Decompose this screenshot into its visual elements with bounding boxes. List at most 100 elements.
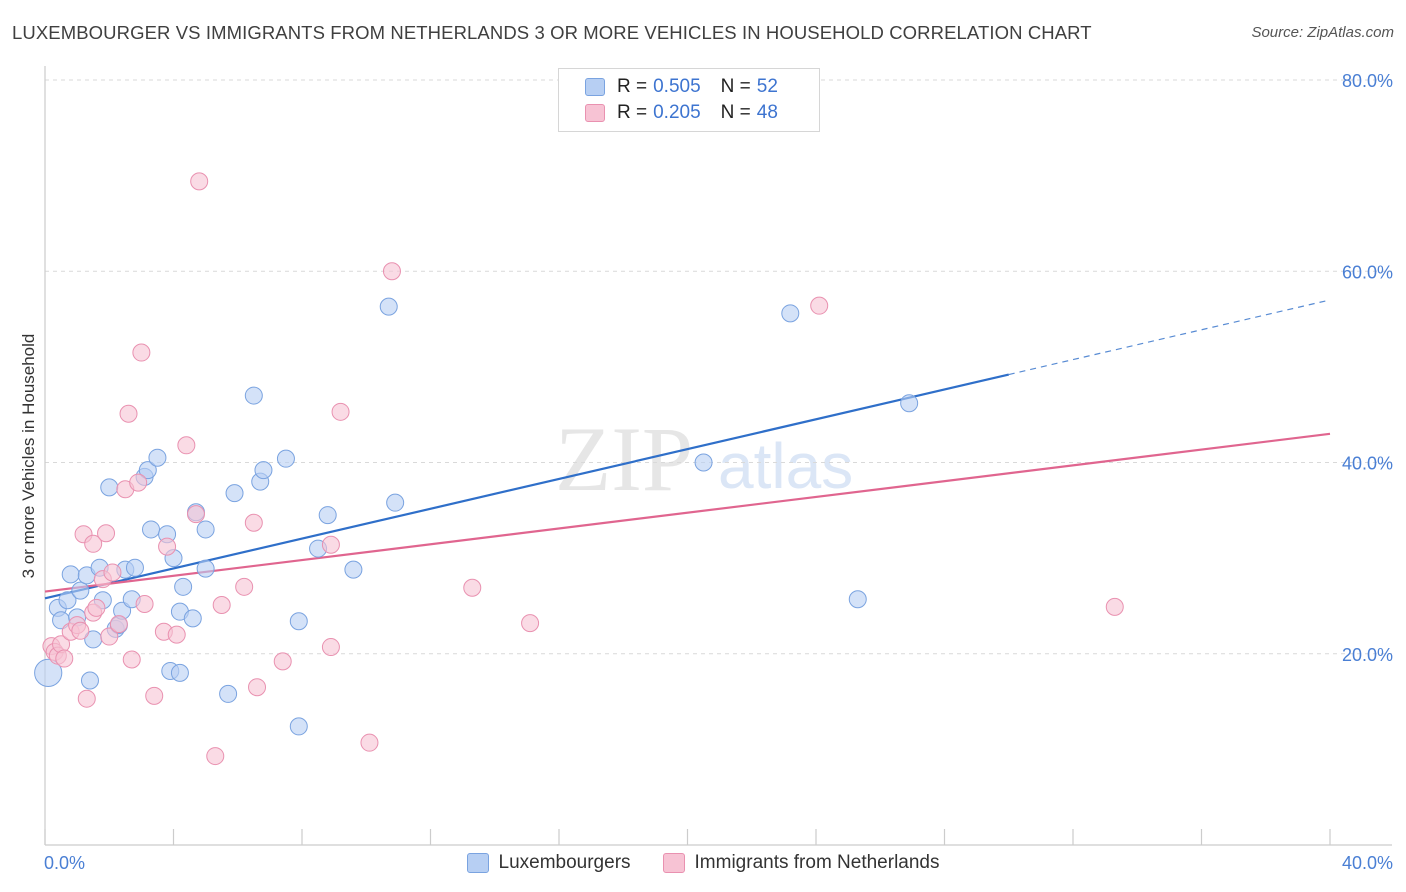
x-tick-label: 0.0% — [44, 853, 85, 873]
data-point — [848, 590, 867, 609]
data-point — [122, 650, 141, 669]
data-point — [206, 747, 225, 766]
legend-swatch-blue — [585, 78, 605, 96]
data-point — [190, 172, 209, 191]
x-tick-label: 40.0% — [1342, 853, 1393, 873]
legend-item-luxembourgers[interactable]: Luxembourgers — [466, 852, 631, 874]
trend-line-luxembourgers — [44, 373, 1009, 600]
data-point — [810, 296, 829, 315]
data-point — [158, 537, 177, 556]
data-point — [273, 652, 292, 671]
watermark-zip: ZIP — [555, 408, 693, 510]
data-point — [289, 717, 308, 736]
data-point — [138, 461, 157, 480]
data-point — [71, 621, 90, 640]
data-point — [183, 609, 202, 628]
data-point — [87, 598, 106, 617]
data-point — [900, 394, 919, 413]
data-point — [132, 343, 151, 362]
data-point — [170, 663, 189, 682]
legend-r-label: R = — [617, 76, 648, 97]
data-points — [34, 172, 1124, 766]
data-point — [100, 478, 119, 497]
data-point — [186, 505, 205, 524]
series-netherlands — [42, 172, 1124, 766]
legend-swatch-blue — [466, 853, 489, 873]
data-point — [463, 578, 482, 597]
data-point — [84, 534, 103, 553]
data-point — [196, 559, 215, 578]
data-point — [1105, 597, 1124, 616]
legend-item-netherlands[interactable]: Immigrants from Netherlands — [662, 852, 940, 874]
data-point — [212, 595, 231, 614]
data-point — [386, 493, 405, 512]
series-legend: Luxembourgers Immigrants from Netherland… — [0, 852, 1406, 874]
data-point — [521, 614, 540, 633]
legend-label: Luxembourgers — [498, 852, 631, 873]
data-point — [97, 524, 116, 543]
data-point — [235, 577, 254, 596]
data-point — [289, 612, 308, 631]
data-point — [125, 558, 144, 577]
series-luxembourgers — [34, 297, 919, 736]
legend-row-luxembourgers: R = 0.505 N = 52 — [585, 75, 778, 99]
trend-lines — [44, 299, 1331, 600]
data-point — [360, 733, 379, 752]
data-point — [219, 684, 238, 703]
data-point — [100, 627, 119, 646]
legend-r-value: 0.505 — [653, 76, 701, 97]
y-tick-label: 20.0% — [1342, 645, 1393, 665]
watermark: ZIP atlas — [555, 408, 853, 510]
data-point — [331, 402, 350, 421]
data-point — [167, 625, 186, 644]
data-point — [781, 304, 800, 323]
legend-n-value: 52 — [756, 76, 778, 97]
source-label: Source: ZipAtlas.com — [1251, 24, 1394, 41]
data-point — [244, 386, 263, 405]
data-point — [119, 404, 138, 423]
legend-n-label: N = — [720, 102, 751, 123]
data-point — [174, 577, 193, 596]
data-point — [55, 649, 74, 668]
data-point — [135, 595, 154, 614]
legend-n-value: 48 — [756, 102, 778, 123]
data-point — [129, 473, 148, 492]
data-point — [142, 520, 161, 539]
data-point — [321, 535, 340, 554]
y-tick-label: 40.0% — [1342, 454, 1393, 474]
data-point — [34, 658, 63, 687]
data-point — [109, 615, 128, 634]
trend-line-netherlands — [44, 432, 1331, 593]
data-point — [177, 436, 196, 455]
data-point — [71, 581, 90, 600]
legend-n-label: N = — [720, 76, 751, 97]
data-point — [103, 563, 122, 582]
data-point — [61, 565, 80, 584]
axes — [44, 66, 1392, 846]
legend-row-netherlands: R = 0.205 N = 48 — [585, 101, 778, 125]
data-point — [344, 560, 363, 579]
data-point — [196, 520, 215, 539]
legend-swatch-pink — [585, 104, 605, 122]
chart-title: LUXEMBOURGER VS IMMIGRANTS FROM NETHERLA… — [12, 22, 1092, 43]
data-point — [80, 671, 99, 690]
y-tick-label: 60.0% — [1342, 262, 1393, 282]
data-point — [382, 262, 401, 281]
y-axis-label: 3 or more Vehicles in Household — [19, 334, 38, 579]
data-point — [321, 638, 340, 657]
data-point — [58, 591, 77, 610]
data-point — [276, 449, 295, 468]
data-point — [318, 506, 337, 525]
watermark-atlas: atlas — [718, 430, 853, 502]
data-point — [77, 689, 96, 708]
data-point — [225, 484, 244, 503]
y-tick-label: 80.0% — [1342, 71, 1393, 91]
legend-label: Immigrants from Netherlands — [694, 852, 940, 873]
stats-legend: R = 0.505 N = 52 R = 0.205 N = 48 — [558, 68, 820, 132]
data-point — [248, 678, 267, 697]
data-point — [148, 448, 167, 467]
data-point — [145, 686, 164, 705]
legend-swatch-pink — [662, 853, 685, 873]
data-point — [379, 297, 398, 316]
legend-r-value: 0.205 — [653, 102, 701, 123]
